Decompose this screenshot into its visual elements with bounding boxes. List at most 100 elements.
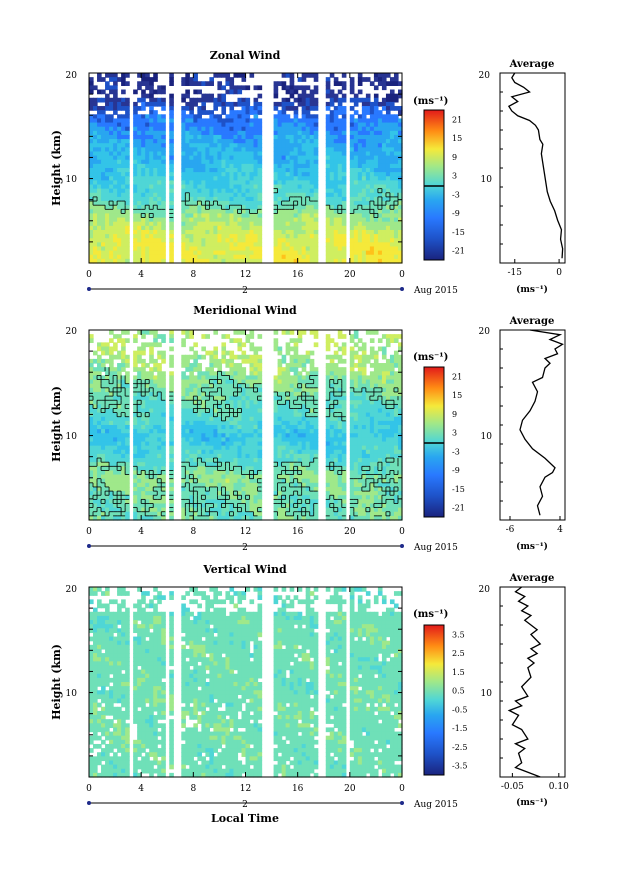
heatmap-cell xyxy=(349,155,355,161)
heatmap-cell xyxy=(361,387,367,393)
heatmap-cell xyxy=(193,387,198,393)
heatmap-cell xyxy=(237,387,243,393)
heatmap-cell xyxy=(361,391,367,397)
heatmap-cell xyxy=(137,180,142,186)
heatmap-cell xyxy=(329,453,335,459)
heatmap-cell xyxy=(245,143,251,148)
heatmap-cell xyxy=(133,118,138,124)
heatmap-cell xyxy=(385,396,391,401)
heatmap-cell xyxy=(397,354,403,360)
heatmap-cell xyxy=(185,433,190,438)
heatmap-cell xyxy=(289,412,295,418)
heatmap-cell xyxy=(149,449,154,455)
heatmap-cell xyxy=(241,375,247,381)
heatmap-cell xyxy=(205,93,210,99)
heatmap-cell xyxy=(385,433,391,438)
heatmap-cell xyxy=(377,412,383,418)
heatmap-cell xyxy=(105,437,110,443)
heatmap-cell xyxy=(325,180,331,186)
profile-y-tick: 20 xyxy=(479,71,491,81)
heatmap-cell xyxy=(241,126,247,132)
heatmap-cell xyxy=(141,346,146,352)
heatmap-cell xyxy=(349,425,355,430)
heatmap-cell xyxy=(353,258,359,264)
heatmap-cell xyxy=(277,180,283,186)
heatmap-cell xyxy=(369,371,375,377)
heatmap-cell xyxy=(93,258,98,264)
heatmap-cell xyxy=(385,163,391,169)
heatmap-cell xyxy=(201,346,206,352)
heatmap-cell xyxy=(137,453,142,459)
heatmap-cell xyxy=(329,387,335,393)
heatmap-cell xyxy=(213,180,219,186)
heatmap-cell xyxy=(301,387,307,393)
heatmap-cell xyxy=(341,379,347,385)
heatmap-cell xyxy=(213,437,219,443)
heatmap-cell xyxy=(225,350,231,356)
heatmap-cell xyxy=(161,350,166,356)
heatmap-cell xyxy=(305,449,311,455)
heatmap-cell xyxy=(117,453,122,459)
heatmap-cell xyxy=(313,180,319,186)
heatmap-cell xyxy=(389,172,395,177)
heatmap-cell xyxy=(253,147,259,153)
heatmap-cell xyxy=(253,110,259,115)
heatmap-cell xyxy=(189,429,194,434)
heatmap-cell xyxy=(309,238,315,243)
heatmap-cell xyxy=(349,147,355,153)
heatmap-cell xyxy=(241,449,247,455)
heatmap-cell xyxy=(133,159,138,165)
heatmap-cell xyxy=(385,192,391,198)
heatmap-cell xyxy=(385,176,391,181)
heatmap-cell xyxy=(125,449,130,455)
heatmap-cell xyxy=(141,118,146,124)
heatmap-cell xyxy=(389,205,395,210)
heatmap-cell xyxy=(301,139,307,144)
heatmap-cell xyxy=(93,433,98,438)
heatmap-cell xyxy=(281,172,287,177)
heatmap-cell xyxy=(185,106,190,111)
heatmap-cell xyxy=(133,408,138,414)
heatmap-cell xyxy=(113,371,118,377)
heatmap-cell xyxy=(293,85,299,91)
heatmap-cell xyxy=(281,217,287,223)
heatmap-cell xyxy=(149,201,154,206)
heatmap-cell xyxy=(281,412,287,418)
heatmap-cell xyxy=(285,383,291,389)
heatmap-cell xyxy=(389,234,395,239)
heatmap-cell xyxy=(373,396,379,401)
heatmap-cell xyxy=(105,425,110,430)
heatmap-cell xyxy=(213,429,219,434)
heatmap-cell xyxy=(157,387,162,393)
heatmap-cell xyxy=(341,396,347,401)
heatmap-cell xyxy=(277,176,283,181)
heatmap-cell xyxy=(361,205,367,210)
heatmap-cell xyxy=(257,383,263,389)
heatmap-cell xyxy=(229,89,235,95)
heatmap-cell xyxy=(353,383,359,389)
heatmap-cell xyxy=(377,408,383,414)
heatmap-cell xyxy=(213,147,219,153)
heatmap-cell xyxy=(209,110,214,115)
heatmap-cell xyxy=(329,89,335,95)
heatmap-cell xyxy=(229,196,235,202)
heatmap-cell xyxy=(237,151,243,157)
heatmap-cell xyxy=(105,85,110,91)
heatmap-cell xyxy=(117,408,122,414)
heatmap-cell xyxy=(337,375,343,381)
heatmap-cell xyxy=(109,429,114,434)
heatmap-cell xyxy=(297,180,303,186)
heatmap-cell xyxy=(237,130,243,136)
heatmap-cell xyxy=(313,85,319,91)
heatmap-cell xyxy=(293,458,299,463)
heatmap-cell xyxy=(329,425,335,430)
heatmap-cell xyxy=(313,334,319,339)
heatmap-cell xyxy=(237,201,243,206)
heatmap-cell xyxy=(305,254,311,260)
heatmap-cell xyxy=(197,114,202,120)
heatmap-cell xyxy=(285,180,291,186)
heatmap-cell xyxy=(201,106,206,111)
heatmap-cell xyxy=(289,441,295,447)
heatmap-cell xyxy=(385,139,391,144)
heatmap-cell xyxy=(209,408,214,414)
